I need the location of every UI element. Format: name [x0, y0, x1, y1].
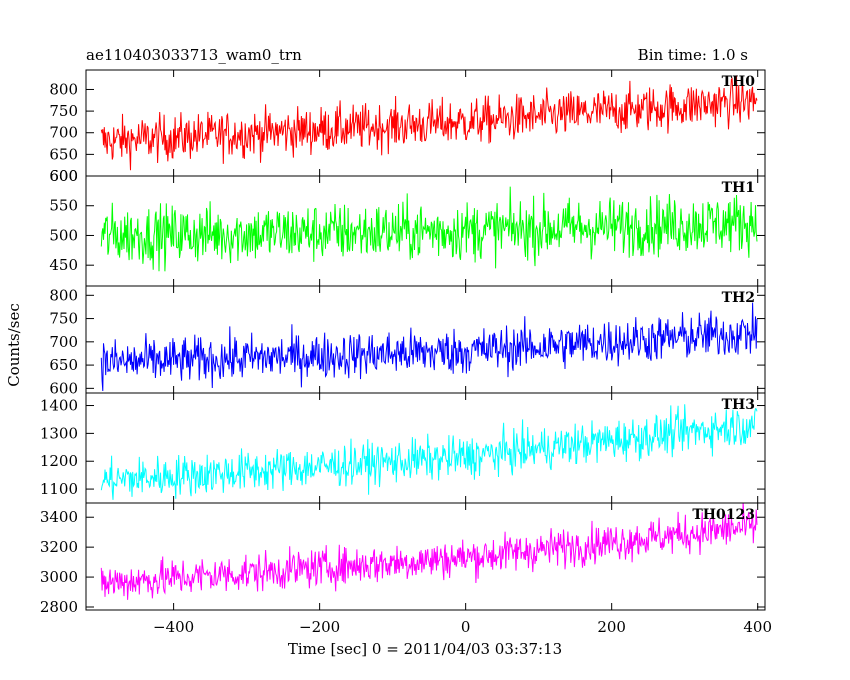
- y-tick-label: 3200: [40, 538, 78, 556]
- y-tick-label: 1400: [40, 397, 78, 415]
- y-tick-label: 650: [49, 145, 78, 163]
- x-tick-label: 0: [461, 618, 471, 636]
- y-tick-label: 750: [49, 310, 78, 328]
- y-axis-title: Counts/sec: [5, 303, 23, 387]
- y-tick-label: 750: [49, 102, 78, 120]
- y-tick-label: 3400: [40, 508, 78, 526]
- y-tick-label: 600: [49, 379, 78, 397]
- series-line-th2: [100, 302, 758, 392]
- y-tick-label: 2800: [40, 598, 78, 616]
- x-tick-label: −200: [299, 618, 340, 636]
- panel-label: TH2: [722, 290, 755, 306]
- x-tick-label: 200: [597, 618, 626, 636]
- y-tick-label: 1300: [40, 424, 78, 442]
- series-line-th0: [100, 75, 758, 171]
- panel-th0: 600 650 700 750 800 TH0: [49, 69, 766, 185]
- series-line-th1: [100, 186, 758, 272]
- x-axis: −400 −200 0 200 400: [153, 618, 772, 636]
- panel-label: TH3: [722, 397, 755, 413]
- y-tick-label: 1200: [40, 452, 78, 470]
- y-tick-label: 800: [49, 80, 78, 98]
- panel-th0123: 2800 3000 3200 3400 TH0123: [40, 502, 766, 616]
- panel-label: TH0: [722, 74, 756, 90]
- y-tick-label: 600: [49, 167, 78, 185]
- series-line-th0123: [100, 503, 758, 600]
- panel-frame: [85, 502, 766, 611]
- y-tick-label: 600: [49, 167, 78, 185]
- panel-frame: [85, 392, 766, 504]
- y-tick-label: 650: [49, 356, 78, 374]
- y-tick-label: 800: [49, 286, 78, 304]
- panel-th1: 450 500 550 600 TH1: [49, 167, 766, 287]
- series-line-th3: [100, 404, 758, 500]
- panel-th2: 600 650 700 750 800 TH2: [49, 285, 766, 397]
- panel-th3: 1100 1200 1300 1400 TH3: [40, 392, 766, 504]
- panel-label: TH0123: [692, 507, 755, 523]
- chart-title: ae110403033713_wam0_trn: [86, 46, 302, 64]
- x-tick-label: −400: [153, 618, 194, 636]
- x-axis-title: Time [sec] 0 = 2011/04/03 03:37:13: [288, 640, 562, 658]
- y-tick-label: 1100: [40, 480, 78, 498]
- y-tick-label: 700: [49, 333, 78, 351]
- bin-time-label: Bin time: 1.0 s: [638, 46, 748, 64]
- y-tick-label: 3000: [40, 568, 78, 586]
- panel-frame: [85, 69, 766, 177]
- y-tick-label: 700: [49, 124, 78, 142]
- y-tick-label: 550: [49, 197, 78, 215]
- y-tick-label: 450: [49, 256, 78, 274]
- y-tick-label: 500: [49, 226, 78, 244]
- x-tick-label: 400: [743, 618, 772, 636]
- panel-label: TH1: [722, 180, 755, 196]
